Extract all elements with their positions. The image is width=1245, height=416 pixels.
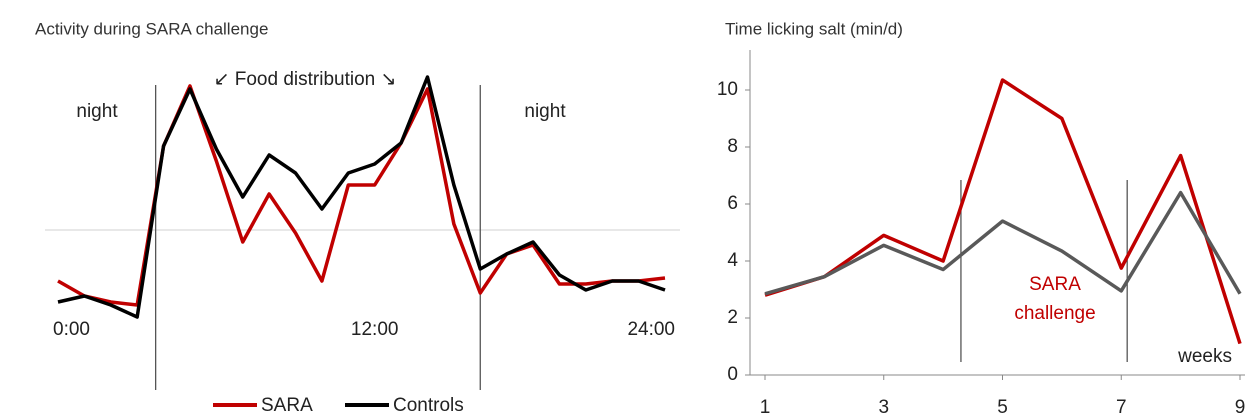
annotation: challenge xyxy=(1014,303,1095,324)
night-label: night xyxy=(524,101,566,122)
chart-title: Time licking salt (min/d) xyxy=(725,19,903,38)
night-label: night xyxy=(76,101,118,122)
y-tick-label: 2 xyxy=(727,307,738,328)
chart-title: Activity during SARA challenge xyxy=(35,19,268,38)
data-line xyxy=(57,84,666,307)
y-tick-label: 0 xyxy=(727,364,738,385)
y-tick-label: 4 xyxy=(727,250,738,271)
x-tick-label: 24:00 xyxy=(627,319,675,340)
data-line xyxy=(764,190,1242,296)
x-tick-label: 1 xyxy=(760,397,771,416)
annotation: ↙ Food distribution ↘ xyxy=(214,69,397,90)
data-line xyxy=(57,75,666,319)
x-tick-label: 7 xyxy=(1116,397,1127,416)
legend-label: SARA xyxy=(261,395,313,416)
y-tick-label: 10 xyxy=(717,79,738,100)
legend-label: Controls xyxy=(393,395,464,416)
x-tick-label: 5 xyxy=(997,397,1008,416)
x-axis-label: weeks xyxy=(1177,346,1232,367)
y-tick-label: 8 xyxy=(727,136,738,157)
x-tick-label: 0:00 xyxy=(53,319,90,340)
data-line xyxy=(764,78,1242,345)
x-tick-label: 3 xyxy=(878,397,889,416)
x-tick-label: 9 xyxy=(1235,397,1245,416)
annotation: SARA xyxy=(1029,274,1081,295)
x-tick-label: 12:00 xyxy=(351,319,399,340)
y-tick-label: 6 xyxy=(727,193,738,214)
